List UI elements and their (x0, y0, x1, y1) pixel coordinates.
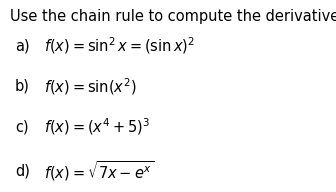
Text: a): a) (15, 39, 30, 54)
Text: $f(x) = \sqrt{7x - e^x}$: $f(x) = \sqrt{7x - e^x}$ (44, 159, 154, 183)
Text: b): b) (15, 79, 30, 94)
Text: c): c) (15, 119, 29, 134)
Text: Use the chain rule to compute the derivatives.: Use the chain rule to compute the deriva… (10, 9, 336, 24)
Text: d): d) (15, 163, 30, 178)
Text: $f(x) = \sin^2 x = (\sin x)^2$: $f(x) = \sin^2 x = (\sin x)^2$ (44, 36, 195, 56)
Text: $f(x) = (x^4 + 5)^3$: $f(x) = (x^4 + 5)^3$ (44, 116, 150, 137)
Text: $f(x) = \sin(x^2)$: $f(x) = \sin(x^2)$ (44, 76, 136, 97)
